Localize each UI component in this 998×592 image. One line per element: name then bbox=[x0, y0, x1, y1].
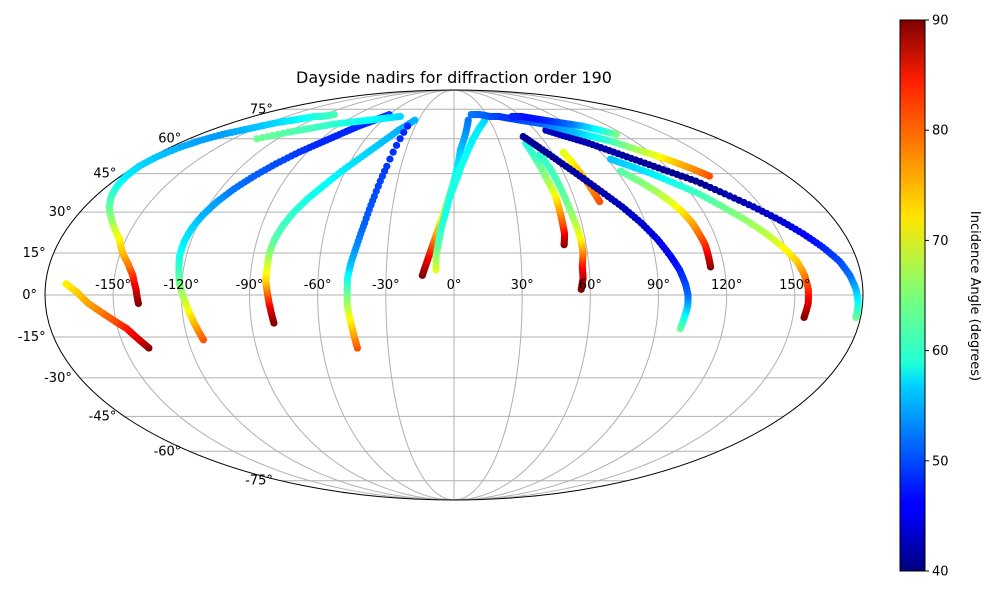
colorbar-tick-label: 90 bbox=[932, 14, 949, 29]
x-tick-label: 0° bbox=[447, 278, 462, 293]
meridian-gridline bbox=[453, 90, 796, 500]
y-tick-label: -45° bbox=[89, 409, 117, 424]
y-tick-label: 0° bbox=[22, 288, 37, 303]
meridian-gridline bbox=[317, 90, 455, 500]
x-tick-label: -120° bbox=[163, 278, 199, 293]
data-point bbox=[519, 132, 527, 141]
x-tick-label: 60° bbox=[579, 278, 602, 293]
data-point bbox=[396, 112, 405, 121]
y-tick-label: 75° bbox=[250, 102, 273, 117]
y-tick-label: 15° bbox=[23, 246, 46, 261]
data-point bbox=[396, 135, 404, 143]
chart-title: Dayside nadirs for diffraction order 190 bbox=[296, 68, 612, 87]
x-tick-label: -90° bbox=[236, 278, 264, 293]
y-tick-label: 30° bbox=[49, 205, 72, 220]
data-point bbox=[404, 122, 412, 130]
x-tick-label: -60° bbox=[304, 278, 332, 293]
data-point bbox=[467, 110, 475, 119]
colorbar-tick-label: 60 bbox=[932, 344, 949, 359]
colorbar-ticks: 40 50 60 70 80 90 bbox=[925, 14, 949, 580]
meridian-gridline bbox=[453, 90, 660, 500]
x-tick-label: 150° bbox=[779, 278, 810, 293]
data-point bbox=[508, 112, 516, 121]
meridian-gridline bbox=[112, 90, 455, 500]
x-tick-label: 120° bbox=[711, 278, 742, 293]
data-point bbox=[559, 148, 567, 156]
x-tick-label: -150° bbox=[95, 278, 131, 293]
x-tick-labels: -150° -120° -90° -60° -30° 0° 30° 60° 90° 120° 150… bbox=[95, 278, 810, 293]
data-point bbox=[62, 280, 70, 288]
y-tick-label: -15° bbox=[18, 330, 46, 345]
x-tick-label: 90° bbox=[647, 278, 670, 293]
data-point bbox=[617, 167, 625, 175]
meridian-gridline bbox=[453, 90, 728, 500]
data-point bbox=[330, 110, 338, 119]
map-boundary bbox=[44, 89, 864, 501]
y-tick-label: -30° bbox=[44, 371, 72, 386]
colorbar-tick-label: 40 bbox=[932, 565, 949, 580]
data-point bbox=[392, 141, 401, 149]
y-tick-label: -60° bbox=[154, 444, 182, 459]
data-point bbox=[400, 128, 408, 136]
x-tick-label: 30° bbox=[511, 278, 534, 293]
data-point bbox=[386, 155, 394, 163]
meridian-gridline bbox=[453, 90, 591, 500]
meridian-gridline bbox=[385, 90, 455, 500]
colorbar bbox=[899, 19, 926, 572]
data-point bbox=[383, 162, 391, 170]
data-points bbox=[62, 110, 862, 352]
data-point bbox=[464, 116, 472, 124]
data-point bbox=[411, 116, 419, 124]
colorbar-tick-label: 50 bbox=[932, 454, 949, 469]
y-tick-label: 45° bbox=[93, 167, 116, 182]
meridian-gridline bbox=[453, 90, 523, 500]
y-tick-label: 60° bbox=[158, 132, 181, 147]
x-tick-label: -30° bbox=[372, 278, 400, 293]
data-point bbox=[389, 148, 397, 156]
data-point bbox=[606, 155, 615, 163]
y-tick-label: -75° bbox=[245, 474, 273, 489]
colorbar-tick-label: 70 bbox=[932, 234, 949, 249]
colorbar-label: Incidence Angle (degrees) bbox=[967, 211, 982, 381]
colorbar-tick-label: 80 bbox=[932, 124, 949, 139]
y-tick-labels: -75° -60° -45° -30° -15° 0° 15° 30° 45° 60° 75° bbox=[18, 102, 273, 488]
